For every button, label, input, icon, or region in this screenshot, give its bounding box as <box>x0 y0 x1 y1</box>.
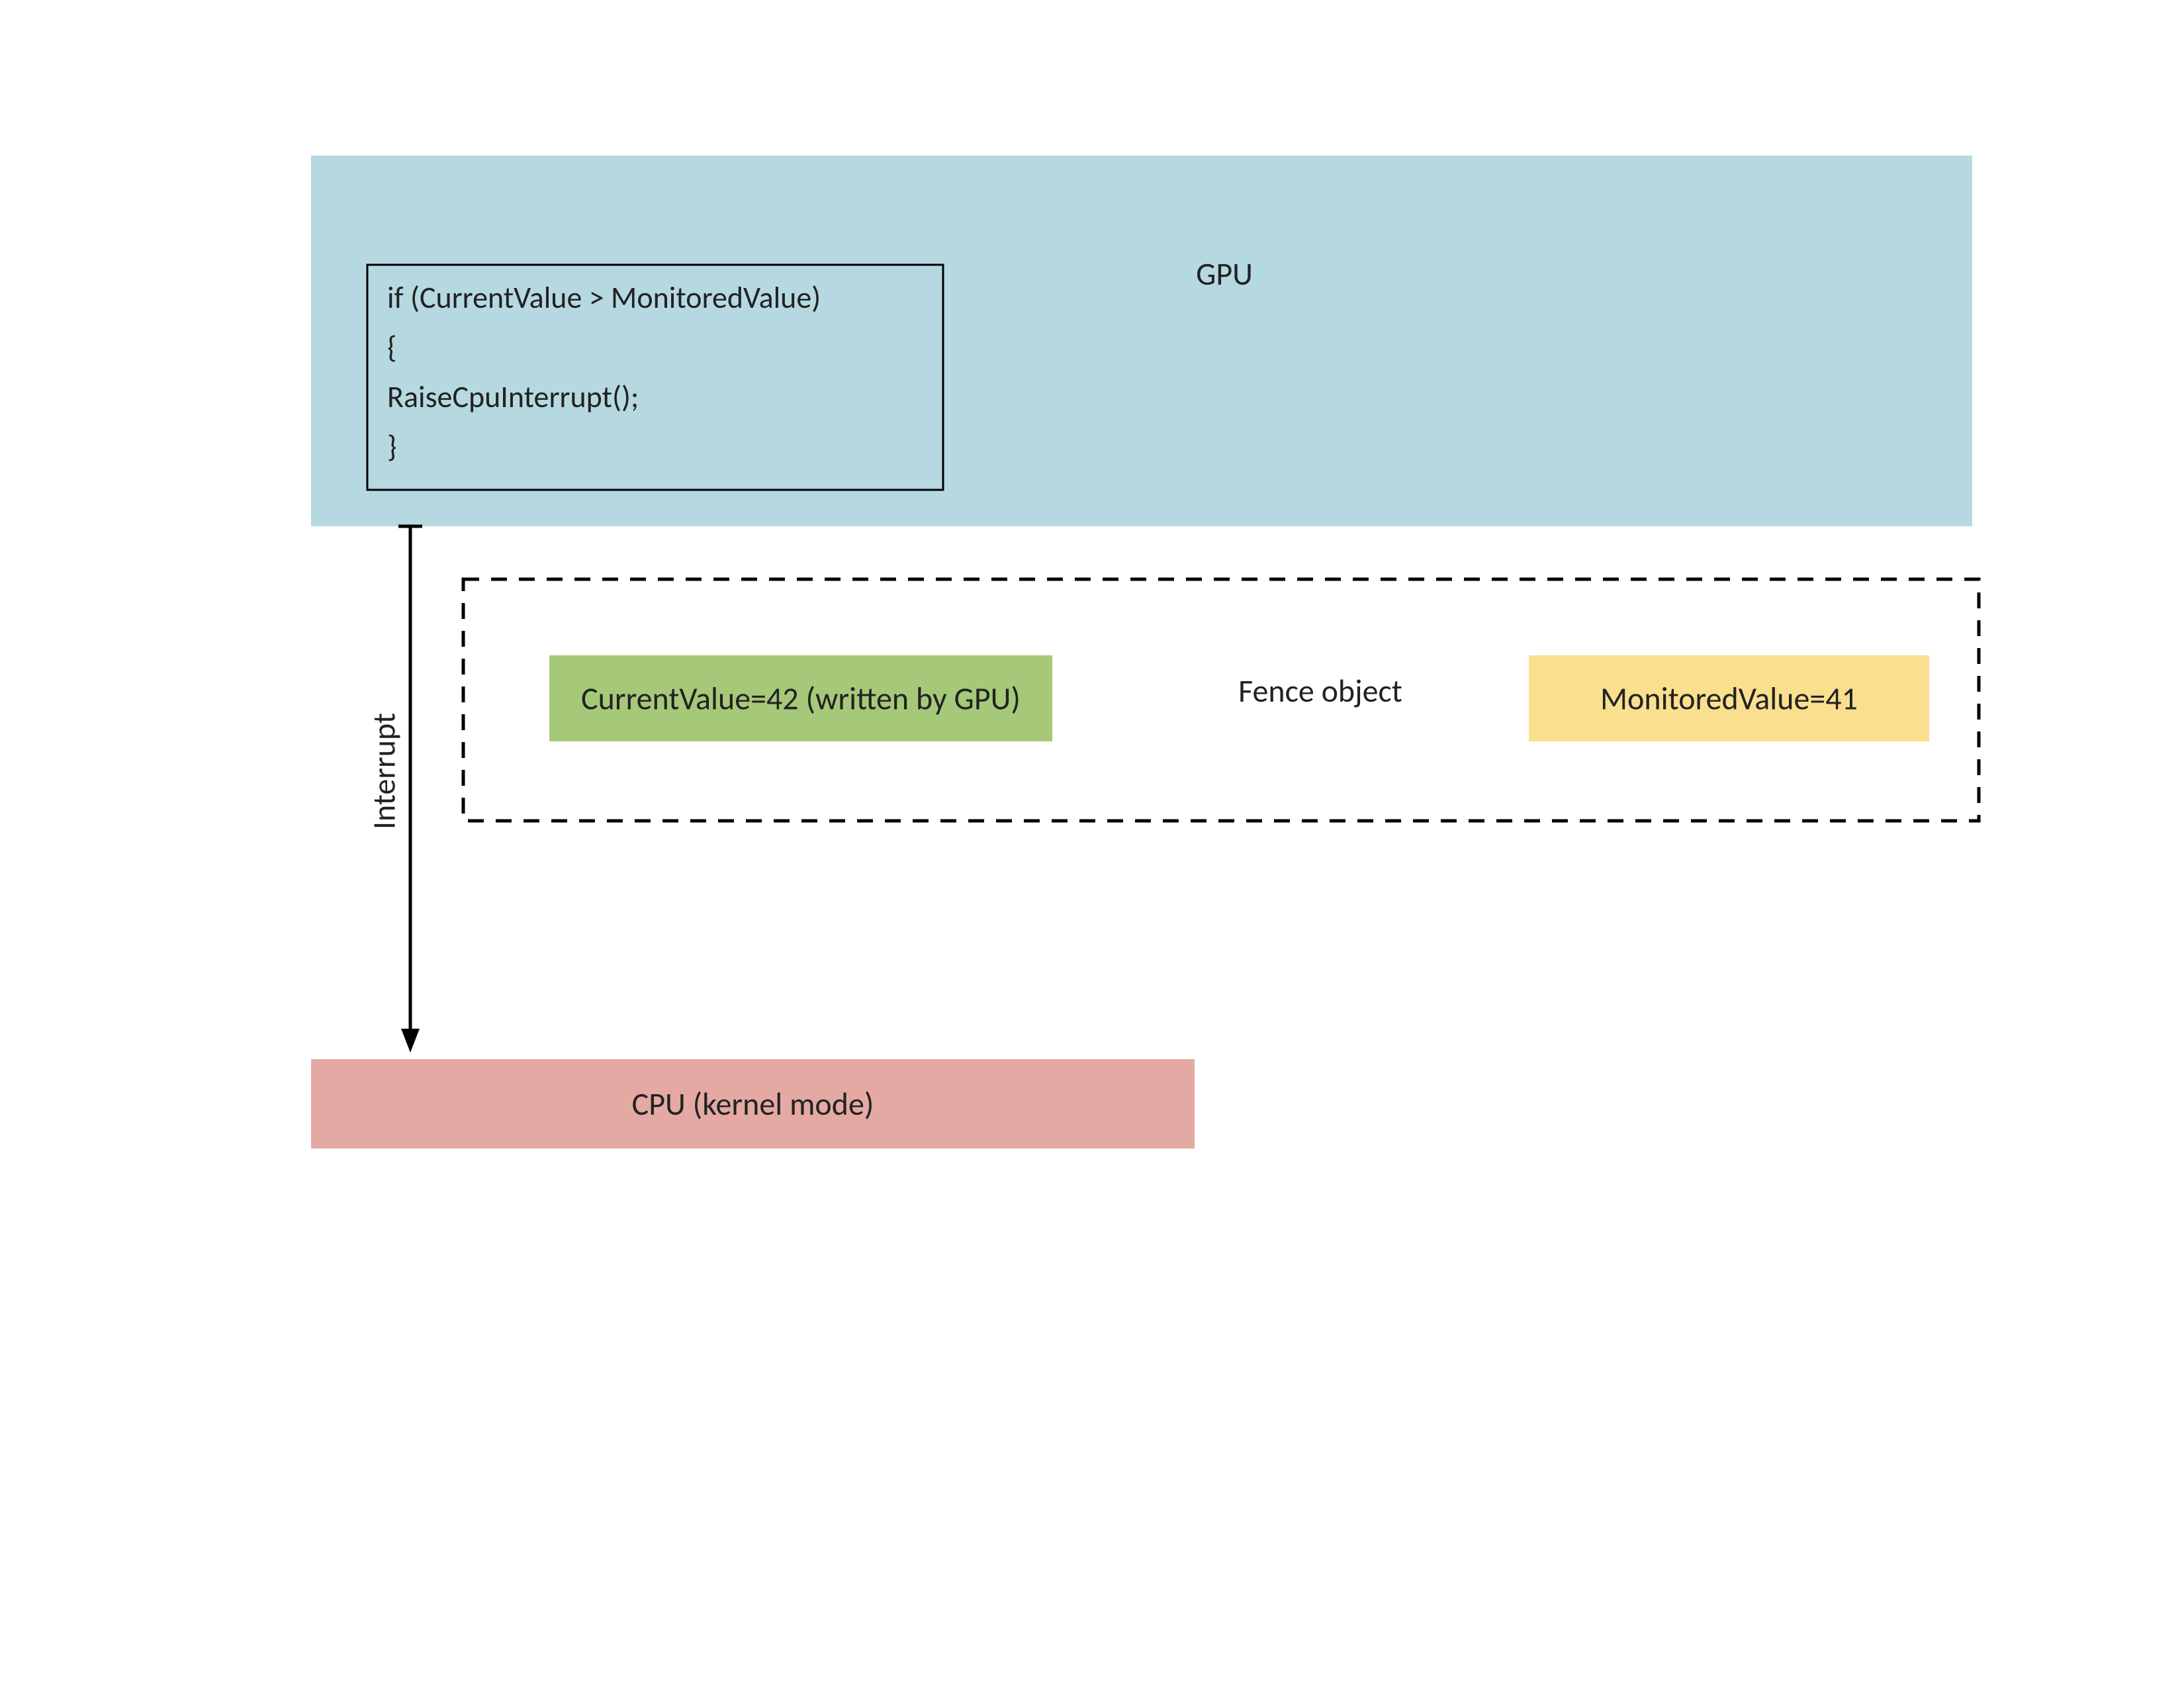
current-value-label: CurrentValue=42 (written by GPU) <box>581 679 1021 718</box>
code-line-2: RaiseCpuInterrupt(); <box>387 379 639 416</box>
gpu-label: GPU <box>1196 254 1253 293</box>
monitored-value-label: MonitoredValue=41 <box>1600 679 1858 718</box>
code-line-3: } <box>387 428 396 465</box>
code-line-0: if (CurrentValue > MonitoredValue) <box>387 279 821 316</box>
fence-label: Fence object <box>1238 671 1402 710</box>
cpu-label: CPU (kernel mode) <box>632 1084 874 1123</box>
interrupt-arrow-head <box>401 1029 420 1053</box>
code-line-1: { <box>387 329 396 366</box>
gpu-box <box>311 156 1972 526</box>
interrupt-label: Interrupt <box>365 713 404 829</box>
